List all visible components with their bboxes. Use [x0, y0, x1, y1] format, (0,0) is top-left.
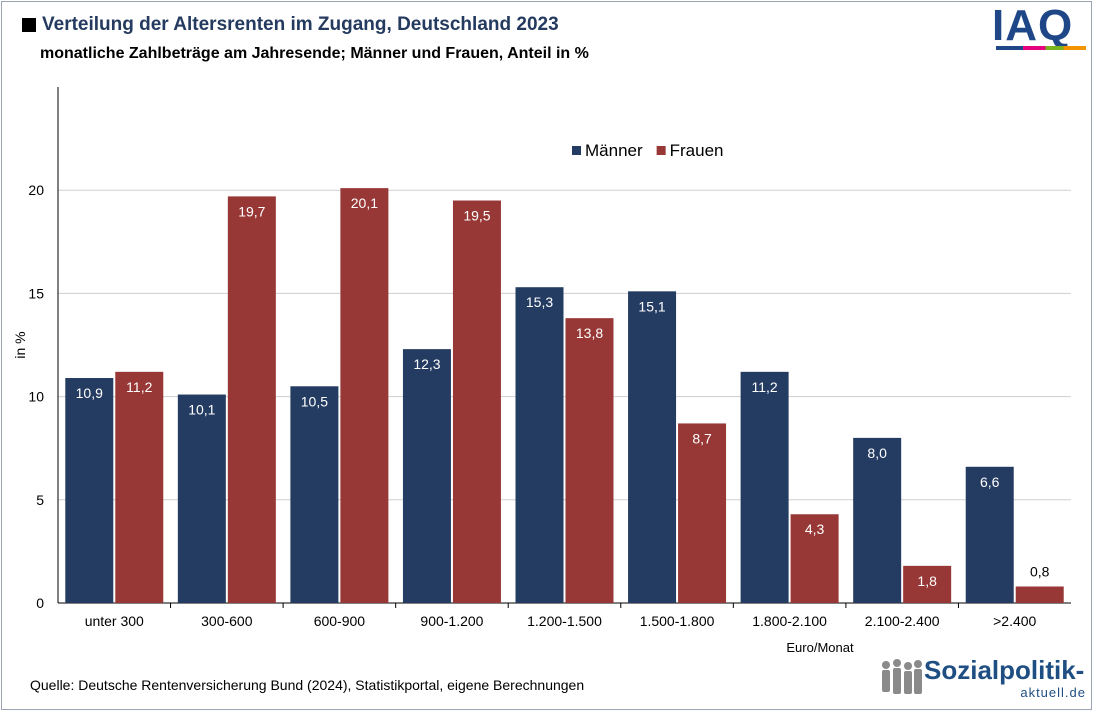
iaq-logo-text: IAQ — [992, 1, 1074, 50]
title-row: Verteilung der Altersrenten im Zugang, D… — [22, 14, 559, 36]
sozialpolitik-logo-text: Sozialpolitik- — [924, 655, 1085, 685]
bar-maenner — [853, 437, 902, 603]
bar-maenner — [965, 466, 1014, 603]
data-label: 11,2 — [752, 379, 778, 395]
bar-maenner — [65, 378, 114, 603]
y-tick-label: 20 — [28, 182, 44, 198]
x-tick-label: 900-1.200 — [420, 613, 483, 629]
x-tick-label: 1.800-2.100 — [752, 613, 827, 629]
data-label: 8,7 — [692, 430, 712, 446]
data-label: 19,5 — [463, 208, 490, 224]
data-label: 1,8 — [917, 573, 937, 589]
y-tick-label: 15 — [28, 285, 44, 301]
data-label: 15,1 — [638, 298, 665, 314]
bar-frauen — [340, 188, 389, 604]
legend-swatch-maenner — [572, 146, 581, 155]
bar-maenner — [402, 349, 451, 603]
chart-subtitle: monatliche Zahlbeträge am Jahresende; Mä… — [40, 45, 589, 62]
source-note: Quelle: Deutsche Rentenversicherung Bund… — [30, 677, 585, 693]
x-tick-label: >2.400 — [993, 613, 1036, 629]
data-label: 8,0 — [867, 445, 887, 461]
title-bullet-icon — [22, 18, 36, 32]
bar-maenner — [290, 386, 339, 603]
bar-frauen — [452, 200, 501, 603]
data-label: 15,3 — [526, 294, 553, 310]
y-tick-label: 10 — [28, 389, 44, 405]
y-axis-label: in % — [12, 331, 28, 358]
bar-frauen — [565, 318, 614, 603]
bar-frauen — [227, 196, 276, 603]
sozialpolitik-logo: Sozialpolitik- aktuell.de — [878, 655, 1090, 705]
bar-frauen — [1015, 586, 1064, 603]
y-tick-label: 5 — [36, 492, 44, 508]
data-label: 4,3 — [805, 521, 825, 537]
bar-frauen — [115, 371, 164, 603]
data-label: 6,6 — [980, 474, 1000, 490]
x-tick-label: 1.500-1.800 — [640, 613, 715, 629]
data-label: 10,1 — [188, 402, 215, 418]
chart-title: Verteilung der Altersrenten im Zugang, D… — [42, 14, 559, 35]
x-tick-label: 1.200-1.500 — [527, 613, 602, 629]
bar-maenner — [515, 287, 564, 603]
data-label: 10,9 — [76, 385, 103, 401]
x-tick-label: 600-900 — [314, 613, 366, 629]
legend-label-frauen: Frauen — [670, 141, 724, 160]
x-axis-label: Euro/Monat — [786, 640, 854, 655]
bar-frauen — [678, 423, 727, 603]
legend-swatch-frauen — [656, 146, 666, 155]
people-silhouettes-icon — [882, 659, 922, 694]
x-tick-label: 2.100-2.400 — [865, 613, 940, 629]
legend-label-maenner: Männer — [585, 141, 643, 160]
bar-maenner — [628, 291, 677, 603]
data-label: 12,3 — [413, 356, 440, 372]
bar-frauen — [903, 565, 952, 603]
x-tick-label: unter 300 — [85, 613, 144, 629]
bar-frauen — [790, 514, 839, 603]
data-label: 20,1 — [351, 195, 378, 211]
bar-maenner — [177, 394, 226, 603]
y-tick-label: 0 — [36, 595, 44, 611]
data-label: 10,5 — [301, 393, 328, 409]
x-tick-label: 300-600 — [201, 613, 253, 629]
bar-maenner — [740, 371, 789, 603]
data-label: 13,8 — [576, 325, 603, 341]
iaq-logo: IAQ — [992, 4, 1086, 52]
sozialpolitik-logo-subtext: aktuell.de — [1020, 685, 1086, 700]
data-label: 0,8 — [1030, 563, 1050, 579]
data-label: 11,2 — [126, 379, 152, 395]
iaq-logo-bar — [996, 46, 1086, 50]
data-label: 19,7 — [238, 203, 265, 219]
